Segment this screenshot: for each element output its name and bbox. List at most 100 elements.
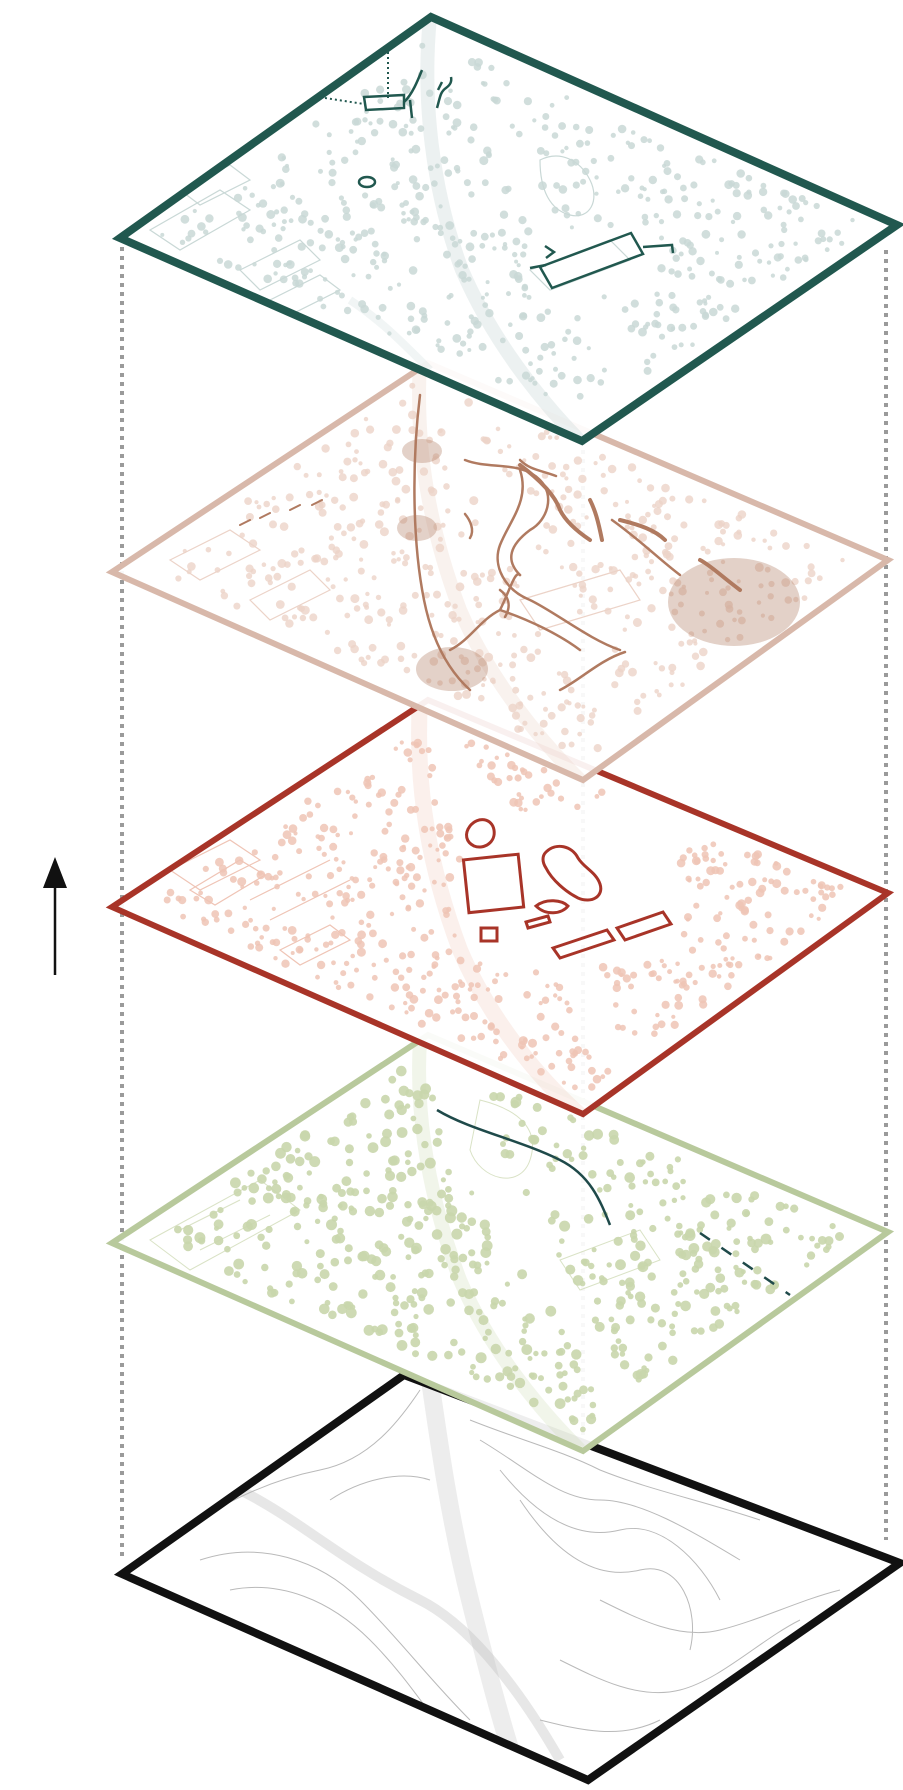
tree-mark xyxy=(690,1327,699,1335)
tree-mark xyxy=(328,1310,337,1320)
tree-mark xyxy=(318,501,326,509)
tree-mark xyxy=(437,536,443,542)
tree-mark xyxy=(572,583,578,588)
tree-mark xyxy=(671,535,679,543)
tree-mark xyxy=(464,398,473,407)
tree-mark xyxy=(522,293,527,298)
tree-mark xyxy=(818,883,824,889)
tree-mark xyxy=(784,596,793,604)
tree-mark xyxy=(227,927,235,934)
tree-mark xyxy=(400,602,407,609)
tree-mark xyxy=(446,1205,458,1217)
tree-mark xyxy=(608,1316,615,1323)
tree-texture xyxy=(175,382,845,753)
tree-mark xyxy=(588,1262,595,1270)
tree-mark xyxy=(346,884,351,890)
tree-mark xyxy=(705,213,713,221)
tree-mark xyxy=(480,232,489,241)
tree-mark xyxy=(714,520,724,530)
tree-mark xyxy=(450,637,458,645)
tree-mark xyxy=(522,720,528,726)
tree-mark xyxy=(709,307,718,317)
tree-mark xyxy=(569,1416,579,1426)
tree-mark xyxy=(452,334,462,343)
tree-mark xyxy=(280,1192,292,1204)
tree-mark xyxy=(287,582,296,591)
tree-mark xyxy=(506,377,513,385)
tree-mark xyxy=(775,1201,785,1211)
tree-mark xyxy=(354,937,363,945)
tree-mark xyxy=(401,844,406,849)
tree-mark xyxy=(539,719,548,728)
tree-mark xyxy=(440,522,446,528)
tree-mark xyxy=(275,1147,286,1159)
tree-mark xyxy=(412,182,421,190)
tree-mark xyxy=(685,971,693,979)
tree-mark xyxy=(788,195,797,204)
tree-mark xyxy=(558,1328,565,1336)
tree-mark xyxy=(272,1179,278,1185)
tree-mark xyxy=(478,342,487,351)
tree-mark xyxy=(702,628,707,634)
tree-mark xyxy=(360,88,370,98)
tree-mark xyxy=(714,1319,725,1329)
tree-mark xyxy=(369,774,376,781)
tree-mark xyxy=(744,1210,750,1217)
tree-mark xyxy=(662,1178,669,1185)
tree-mark xyxy=(732,211,742,221)
tree-mark xyxy=(499,337,506,344)
tree-mark xyxy=(366,993,374,1001)
tree-mark xyxy=(392,160,400,169)
tree-mark xyxy=(374,264,380,270)
tree-mark xyxy=(668,268,675,275)
tree-mark xyxy=(554,1361,563,1370)
tree-mark xyxy=(257,1174,267,1184)
tree-mark xyxy=(485,152,492,159)
tree-mark xyxy=(585,126,594,134)
tree-mark xyxy=(736,579,741,584)
tree-mark xyxy=(334,289,340,295)
tree-mark xyxy=(444,169,453,177)
tree-mark xyxy=(696,201,702,207)
tree-mark xyxy=(697,1327,705,1335)
tree-mark xyxy=(766,260,772,265)
tree-mark xyxy=(482,302,489,308)
tree-mark xyxy=(392,425,401,434)
tree-mark xyxy=(326,132,332,138)
tree-mark xyxy=(462,689,471,699)
tree-mark xyxy=(265,1225,273,1234)
tree-mark xyxy=(470,993,478,1002)
tree-mark xyxy=(182,548,187,554)
tree-mark xyxy=(520,645,528,654)
tree-mark xyxy=(285,493,294,502)
tree-mark xyxy=(628,667,637,677)
tree-mark xyxy=(175,575,182,582)
tree-mark xyxy=(632,618,642,627)
tree-mark xyxy=(607,221,614,229)
tree-mark xyxy=(724,894,730,900)
tree-mark xyxy=(274,883,280,890)
tree-mark xyxy=(640,1159,646,1165)
tree-mark xyxy=(604,1067,612,1075)
tree-mark xyxy=(340,244,346,250)
tree-mark xyxy=(715,275,723,283)
tree-mark xyxy=(338,292,345,299)
tree-mark xyxy=(449,235,456,241)
tree-mark xyxy=(690,342,695,348)
tree-mark xyxy=(680,1300,691,1312)
tree-mark xyxy=(762,877,768,883)
tree-mark xyxy=(686,639,693,646)
tree-mark xyxy=(487,1022,495,1030)
tree-mark xyxy=(532,380,538,386)
tree-mark xyxy=(388,119,398,129)
tree-mark xyxy=(807,563,815,571)
tree-mark xyxy=(522,346,530,354)
tree-mark xyxy=(345,441,352,448)
tree-mark xyxy=(628,1182,636,1190)
tree-mark xyxy=(715,250,719,255)
tree-mark xyxy=(551,132,559,139)
tree-mark xyxy=(320,557,329,566)
tree-mark xyxy=(399,399,407,407)
tree-mark xyxy=(224,1245,231,1253)
tree-mark xyxy=(619,1351,626,1357)
